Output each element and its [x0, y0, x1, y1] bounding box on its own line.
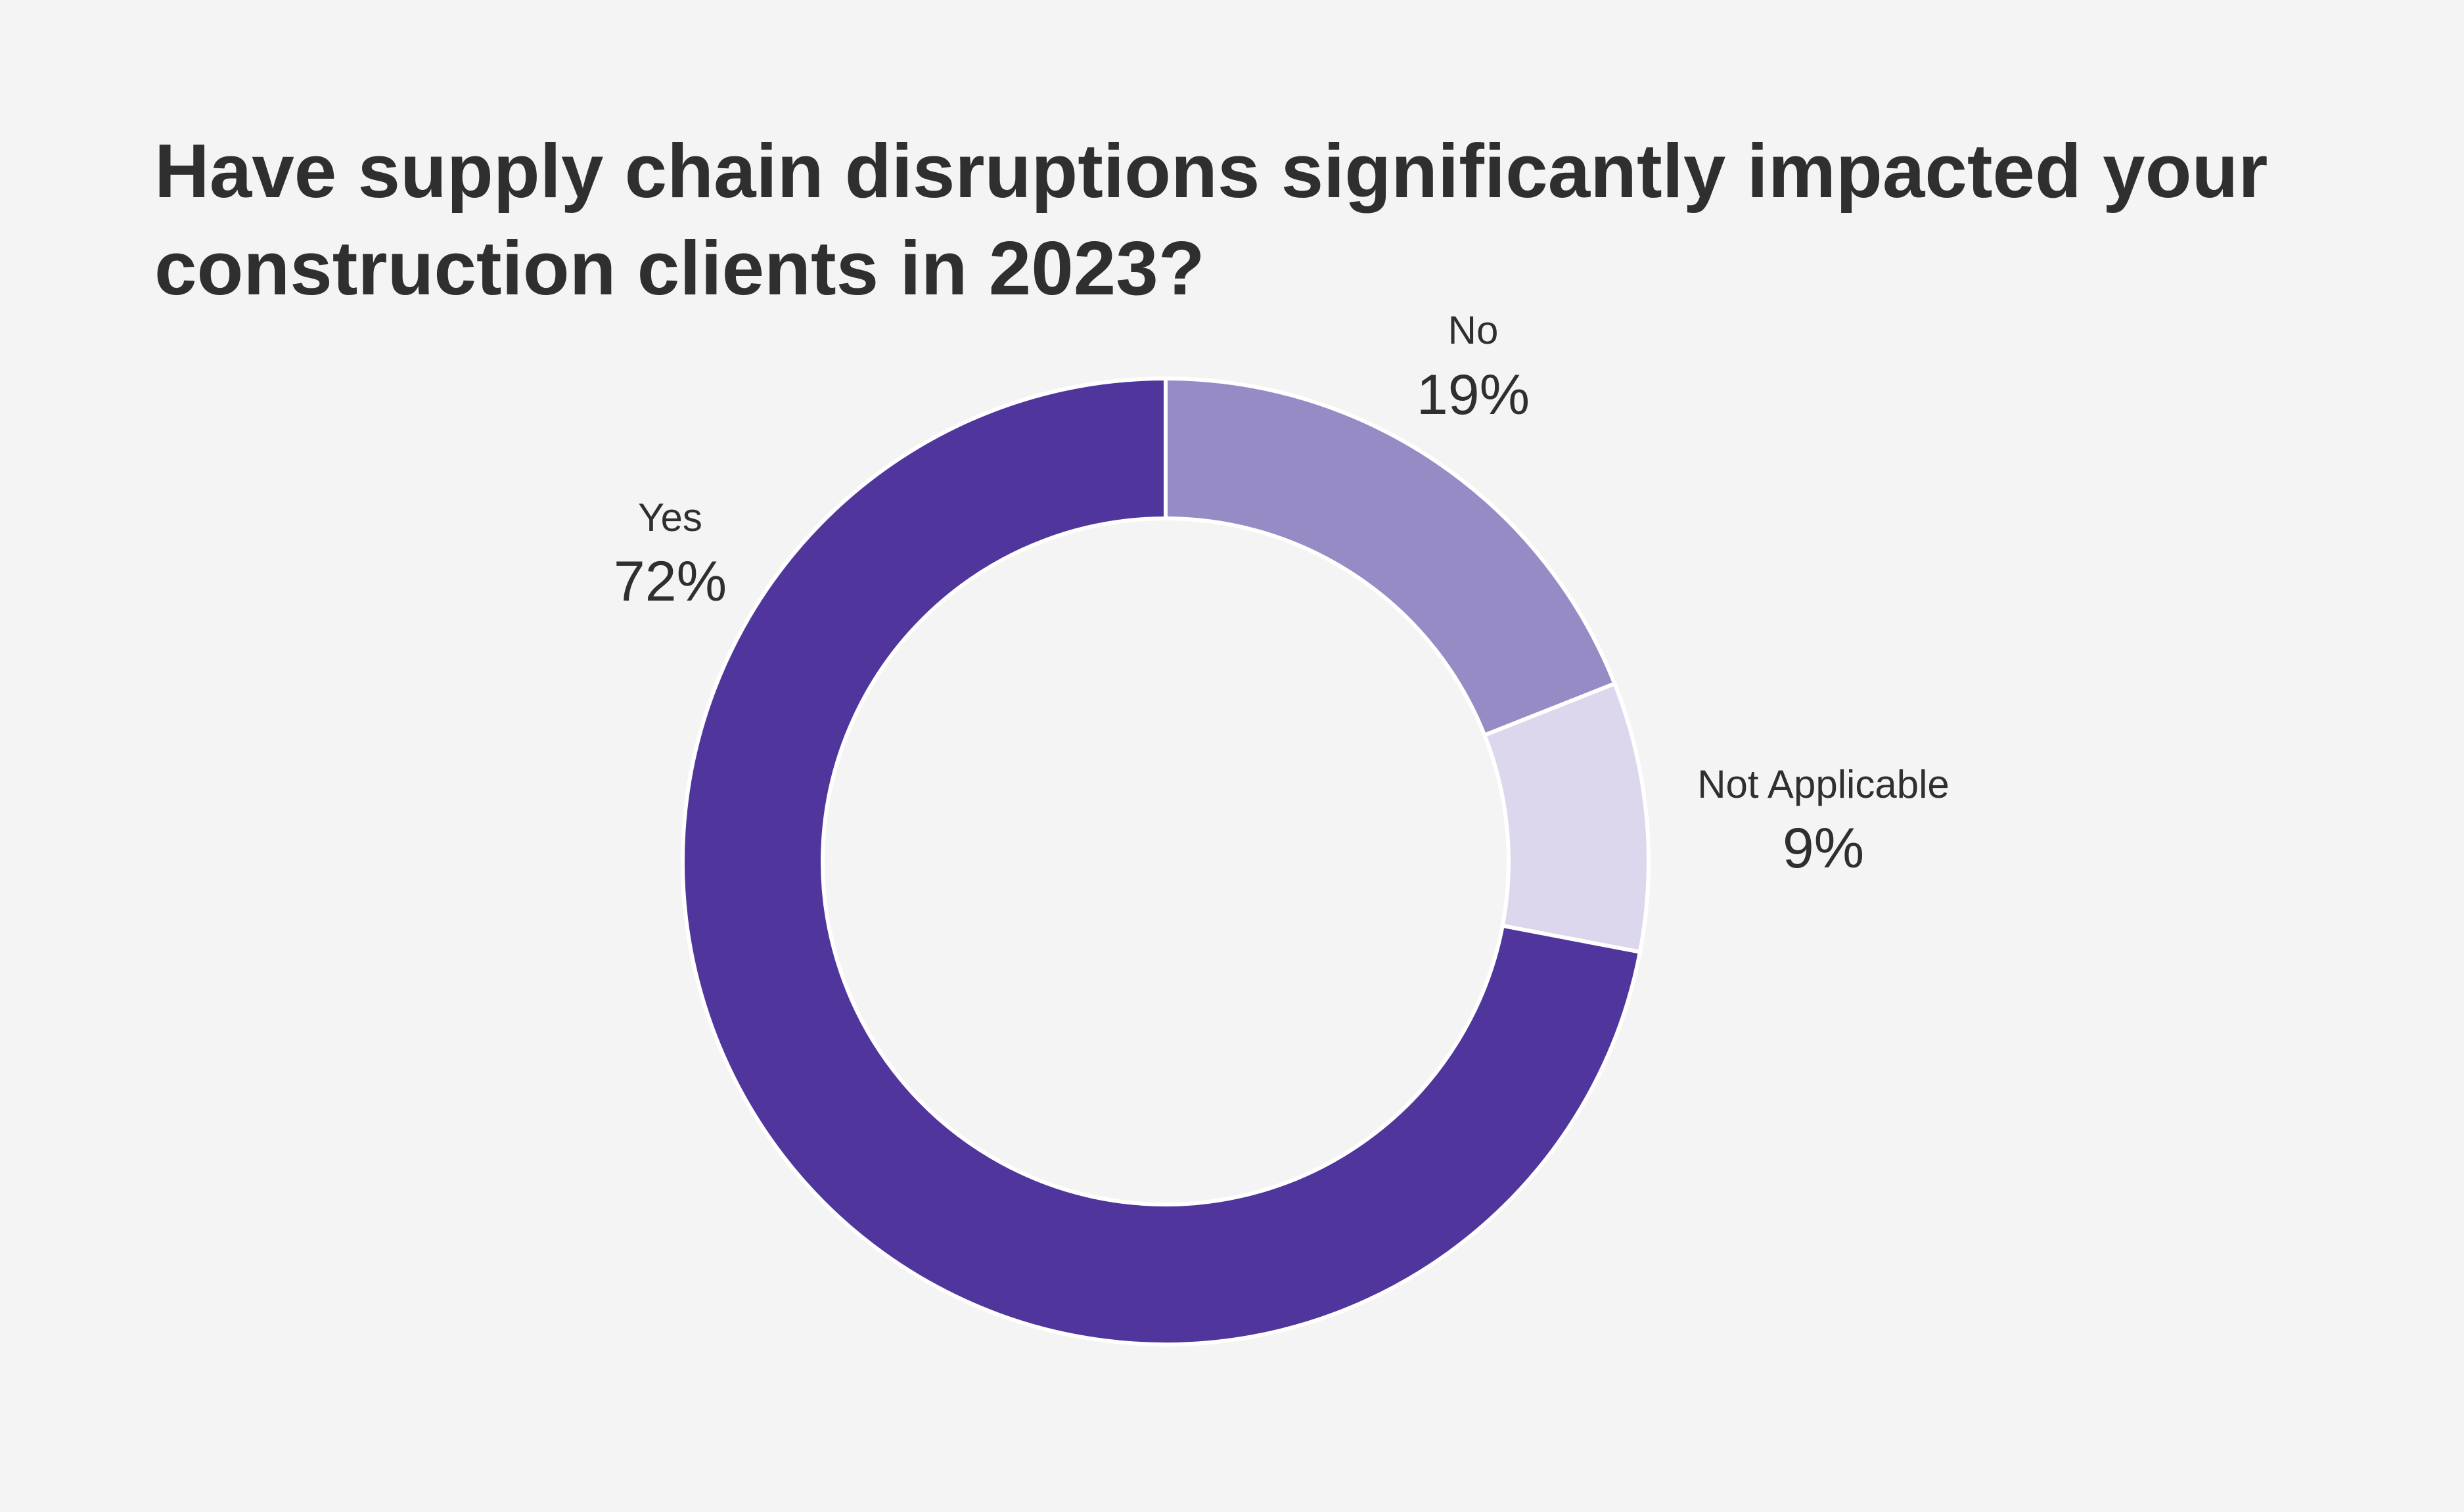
- slice-labels: No 19% Not Applicable 9% Yes 72%: [614, 308, 1950, 880]
- slice-yes: [681, 377, 1642, 1346]
- chart-title-line-2: construction clients in 2023?: [154, 225, 1205, 311]
- slice-label-yes: Yes: [638, 495, 702, 539]
- chart-title: Have supply chain disruptions significan…: [154, 128, 2289, 311]
- slice-not-applicable: [1482, 681, 1651, 954]
- slice-value-not-applicable: 9%: [1783, 817, 1864, 880]
- slice-label-not-applicable: Not Applicable: [1697, 762, 1950, 806]
- donut-slices: [681, 377, 1651, 1346]
- slice-no: [1164, 377, 1617, 737]
- slice-value-no: 19%: [1417, 363, 1530, 426]
- slice-value-yes: 72%: [614, 550, 727, 613]
- chart-title-line-1: Have supply chain disruptions significan…: [154, 128, 2268, 214]
- slice-label-no: No: [1448, 308, 1499, 352]
